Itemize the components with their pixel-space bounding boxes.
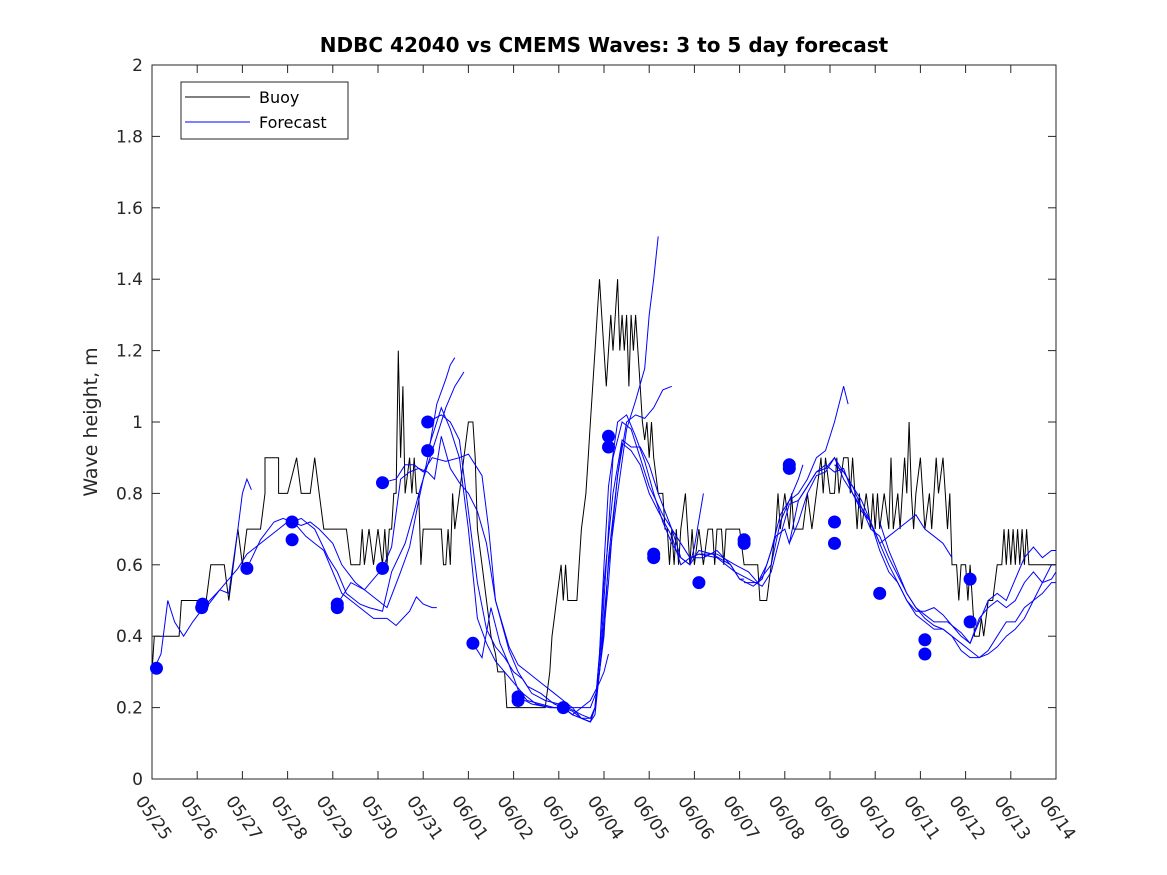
legend-label-buoy: Buoy bbox=[259, 88, 299, 107]
y-tick-label: 0.6 bbox=[116, 556, 143, 576]
series-line-buoy bbox=[151, 279, 1056, 709]
series-line-forecast-6 bbox=[382, 385, 672, 709]
legend: Buoy Forecast bbox=[180, 81, 349, 140]
forecast-marker-1 bbox=[150, 661, 163, 675]
axes-box bbox=[151, 64, 1057, 780]
forecast-marker-23 bbox=[737, 533, 751, 547]
forecast-marker-6 bbox=[285, 533, 299, 547]
forecast-marker-30 bbox=[918, 633, 932, 647]
forecast-marker-32 bbox=[963, 572, 977, 586]
forecast-marker-4 bbox=[240, 561, 254, 575]
y-tick-label: 1 bbox=[132, 413, 143, 433]
series-line-forecast-16 bbox=[879, 521, 1056, 659]
forecast-marker-26 bbox=[828, 536, 841, 550]
forecast-marker-11 bbox=[421, 444, 435, 458]
forecast-marker-18 bbox=[602, 429, 615, 443]
series-line-forecast-15 bbox=[834, 464, 1057, 645]
forecast-marker-16 bbox=[556, 701, 570, 715]
forecast-marker-10 bbox=[376, 476, 389, 490]
legend-box bbox=[180, 81, 349, 140]
forecast-marker-9 bbox=[376, 561, 389, 575]
forecast-marker-29 bbox=[918, 647, 932, 661]
chart-title: NDBC 42040 vs CMEMS Waves: 3 to 5 day fo… bbox=[320, 33, 889, 57]
y-tick-label: 0.8 bbox=[116, 484, 143, 504]
series-line-forecast-2 bbox=[205, 521, 437, 627]
forecast-marker-15 bbox=[511, 690, 525, 704]
forecast-marker-31 bbox=[963, 615, 977, 629]
forecast-marker-27 bbox=[828, 515, 841, 529]
forecast-marker-8 bbox=[330, 597, 344, 611]
y-tick-label: 0 bbox=[132, 770, 143, 790]
y-axis-label: Wave height, m bbox=[80, 347, 102, 496]
y-tick-label: 2 bbox=[132, 56, 143, 76]
forecast-marker-20 bbox=[647, 547, 661, 561]
forecast-marker-13 bbox=[466, 636, 480, 650]
y-tick-label: 1.8 bbox=[116, 127, 143, 147]
y-tick-label: 1.4 bbox=[116, 270, 143, 290]
series-line-forecast-11 bbox=[562, 386, 849, 719]
marker-layer bbox=[150, 415, 977, 715]
forecast-marker-25 bbox=[782, 458, 796, 472]
forecast-marker-3 bbox=[196, 597, 210, 611]
series-line-forecast-4 bbox=[291, 371, 465, 612]
y-tick-label: 0.4 bbox=[116, 627, 143, 647]
y-tick-label: 1.6 bbox=[116, 199, 143, 219]
forecast-marker-28 bbox=[873, 586, 887, 600]
forecast-marker-12 bbox=[421, 415, 435, 429]
y-tick-label: 1.2 bbox=[116, 342, 143, 362]
series-line-forecast-5 bbox=[336, 436, 609, 716]
forecast-marker-21 bbox=[692, 576, 706, 590]
forecast-marker-17 bbox=[602, 440, 615, 454]
y-tick-label: 0.2 bbox=[116, 699, 143, 719]
legend-label-forecast: Forecast bbox=[259, 113, 327, 132]
forecast-marker-5 bbox=[285, 515, 299, 529]
